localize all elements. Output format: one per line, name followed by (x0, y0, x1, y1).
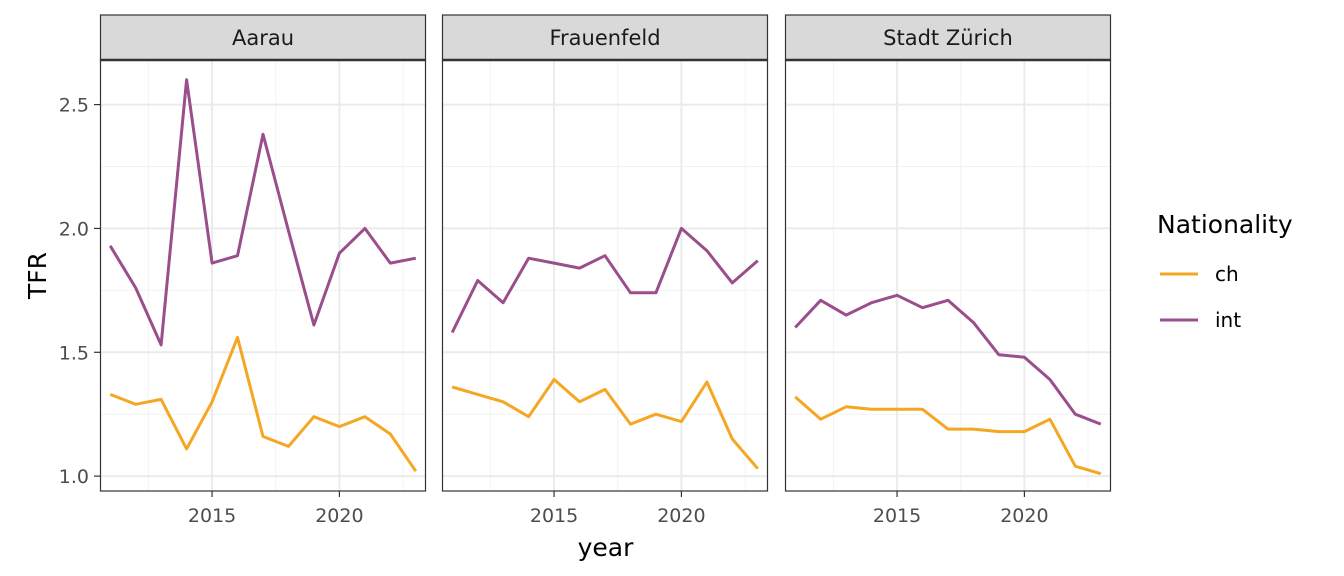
panel-2: Stadt Zürich 2015 2020 (784, 14, 1112, 527)
y-tick-label: 2.0 (59, 218, 89, 240)
y-tick-label: 1.5 (59, 342, 89, 364)
x-tick-label: 2015 (530, 505, 578, 527)
panel-1: Frauenfeld 2015 2020 (441, 14, 769, 527)
series-line-int (450, 226, 759, 334)
panel-background (100, 60, 426, 491)
x-tick-label: 2020 (657, 505, 705, 527)
facet-strip (99, 14, 427, 61)
series-line-ch (109, 335, 418, 473)
series-line-int (794, 293, 1102, 426)
panel-background (785, 60, 1111, 491)
x-axis-title: year (578, 533, 634, 562)
x-tick-label: 2015 (873, 505, 921, 527)
facet-title: Frauenfeld (549, 26, 660, 50)
panel-0: Aarau 2015 2020 (99, 14, 427, 527)
panel-background (442, 60, 768, 491)
facet-strip (441, 14, 769, 61)
legend-label-int: int (1215, 308, 1241, 332)
legend-title: Nationality (1157, 210, 1293, 239)
y-tick-label: 2.5 (59, 95, 89, 117)
y-axis: 1.0 1.5 2.0 2.5 (59, 95, 100, 488)
x-tick-label: 2020 (1000, 505, 1048, 527)
facet-strip (784, 14, 1112, 61)
series-line-int (108, 78, 417, 347)
facet-title: Stadt Zürich (883, 26, 1013, 50)
legend-label-ch: ch (1215, 262, 1239, 286)
legend: Nationality ch int (1157, 210, 1293, 332)
y-tick-label: 1.0 (59, 466, 89, 488)
series-line-ch (794, 395, 1102, 476)
y-axis-title: TFR (23, 252, 52, 300)
x-tick-label: 2020 (315, 505, 363, 527)
x-tick-label: 2015 (188, 505, 236, 527)
facet-title: Aarau (232, 26, 294, 50)
series-line-ch (451, 378, 759, 470)
